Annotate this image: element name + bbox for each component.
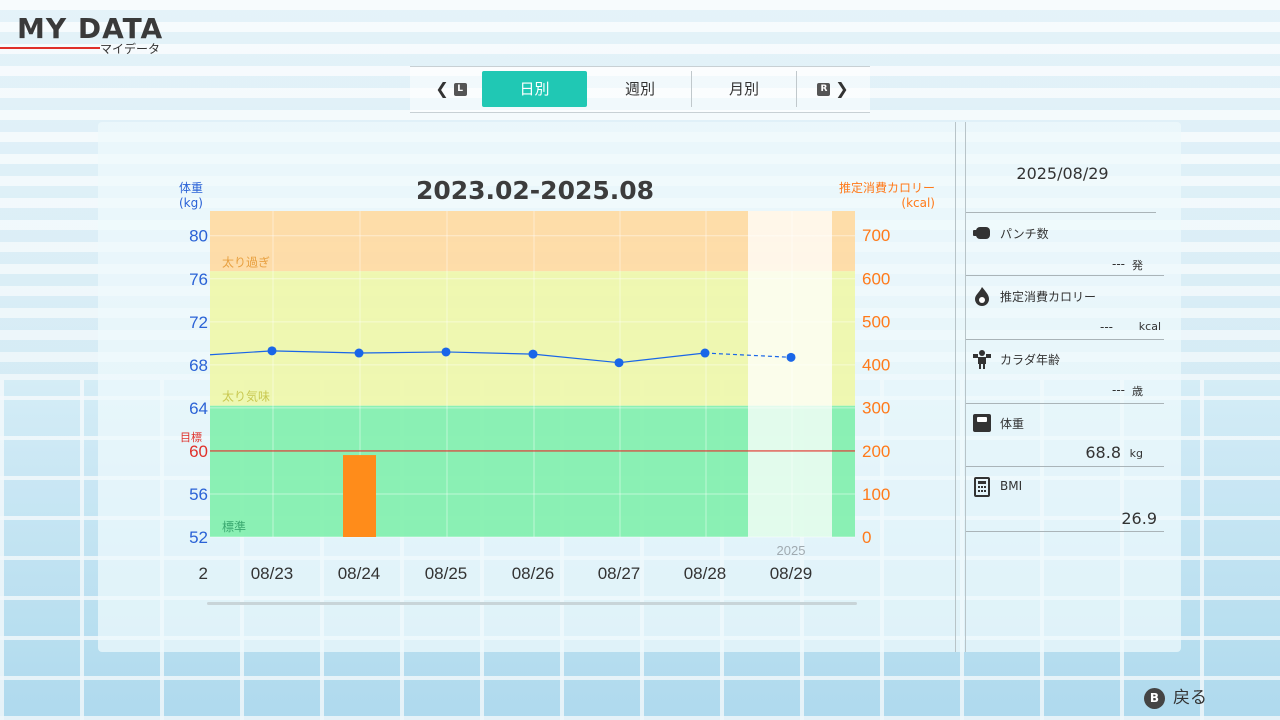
- side-item-value: 68.8: [1085, 443, 1121, 462]
- side-item-label: BMI: [1000, 479, 1023, 493]
- side-item-label: 体重: [1000, 417, 1025, 431]
- back-label: 戻る: [1173, 688, 1207, 708]
- side-item-unit: kcal: [1138, 320, 1161, 333]
- side-item-unit: 歳: [1132, 385, 1143, 398]
- side-divider: [966, 403, 1164, 404]
- scale-icon: [973, 414, 991, 432]
- l-button-icon: L: [453, 83, 467, 96]
- side-item-value: ---: [1112, 257, 1125, 271]
- side-item-label: 推定消費カロリー: [1000, 290, 1097, 304]
- next-tab-button[interactable]: R ❯: [804, 71, 862, 107]
- page-title: MY DATA: [17, 12, 164, 45]
- panel-divider: [965, 122, 966, 652]
- side-item-value: ---: [1112, 383, 1125, 397]
- side-divider: [966, 466, 1164, 467]
- side-divider: [966, 212, 1156, 213]
- b-button-icon: B: [1144, 687, 1165, 709]
- flexing-body-icon: [973, 350, 991, 369]
- r-button-icon: R: [817, 83, 831, 96]
- prev-tab-button[interactable]: ❮ L: [422, 71, 480, 107]
- right-axis-label: 推定消費カロリー (kcal): [838, 181, 935, 210]
- title-underline: [0, 47, 100, 49]
- left-axis-label: 体重 (kg): [179, 181, 204, 210]
- side-divider: [966, 275, 1164, 276]
- side-item-value: ---: [1100, 320, 1113, 334]
- side-item-label: パンチ数: [1000, 227, 1049, 241]
- chart-title: 2023.02-2025.08: [415, 176, 655, 205]
- tab-divider: [796, 71, 797, 107]
- page-subtitle: マイデータ: [100, 42, 161, 56]
- side-item-unit: 発: [1132, 259, 1143, 272]
- timeline-scrollbar[interactable]: [207, 602, 857, 605]
- side-divider: [966, 339, 1164, 340]
- punch-glove-icon: [973, 227, 990, 239]
- chevron-right-icon: ❯: [835, 79, 849, 98]
- side-divider: [966, 531, 1164, 532]
- tab-divider: [691, 71, 692, 107]
- chevron-left-icon: ❮: [435, 79, 449, 98]
- selected-date: 2025/08/29: [1016, 164, 1109, 183]
- side-item-unit: kg: [1129, 447, 1143, 460]
- tab-monthly[interactable]: 月別: [728, 80, 759, 98]
- tab-daily[interactable]: 日別: [482, 71, 587, 107]
- back-button[interactable]: B 戻る: [1144, 683, 1207, 709]
- tab-weekly[interactable]: 週別: [624, 80, 655, 98]
- flame-icon: [975, 287, 989, 306]
- calculator-icon: [974, 477, 990, 497]
- panel-divider: [955, 122, 956, 652]
- side-item-label: カラダ年齢: [1000, 353, 1061, 367]
- side-item-value: 26.9: [1121, 509, 1157, 528]
- period-tabs: ❮ L 日別 週別 月別 R ❯: [410, 66, 870, 113]
